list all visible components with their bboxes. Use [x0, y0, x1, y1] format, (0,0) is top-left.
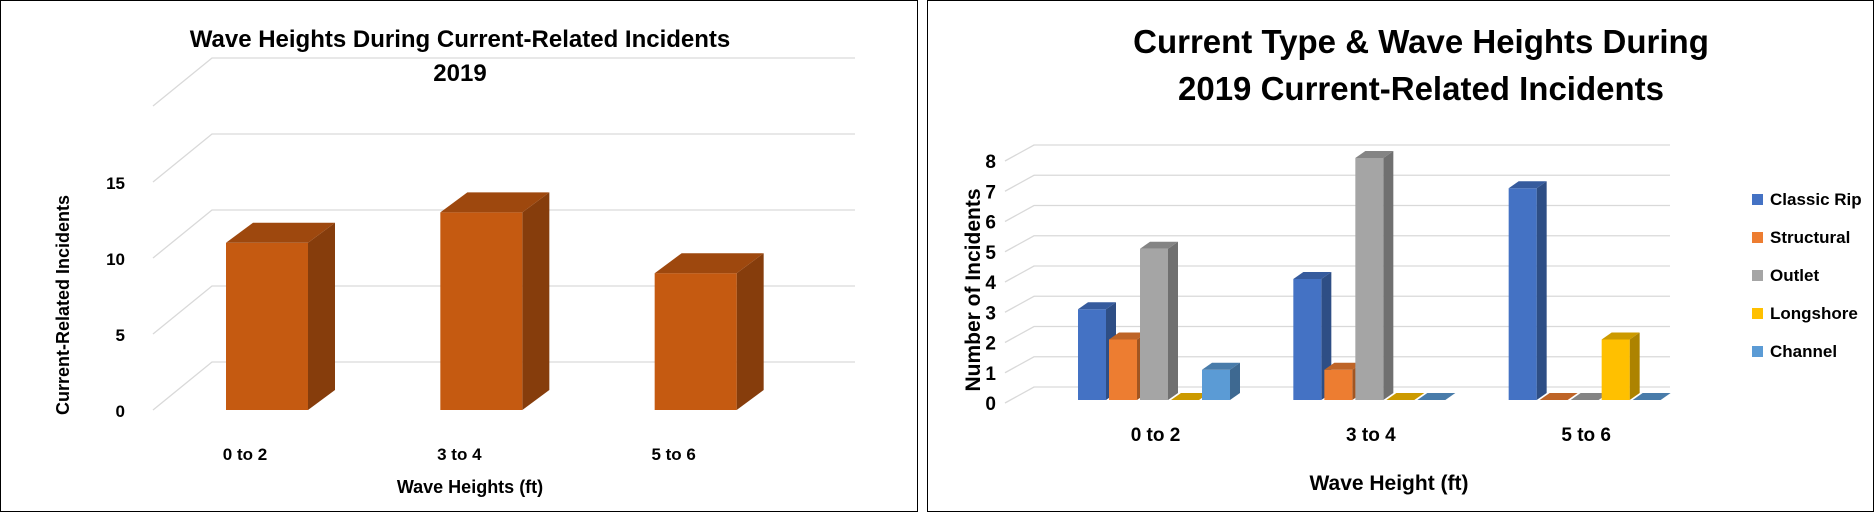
legend-swatch	[1752, 270, 1763, 281]
y-tick-label: 8	[985, 152, 996, 173]
gridline	[1004, 204, 1670, 223]
y-tick-label: 6	[985, 213, 996, 234]
legend-label: Outlet	[1770, 266, 1819, 285]
gridline	[152, 361, 855, 411]
bar	[1601, 332, 1640, 400]
gridline	[1004, 265, 1670, 283]
y-tick-label: 1	[985, 364, 996, 385]
gridline	[1004, 174, 1670, 192]
y-tick-label: 5	[985, 243, 996, 264]
bar	[654, 253, 764, 410]
bar	[1171, 393, 1209, 400]
x-tick-label: 0 to 2	[1131, 425, 1181, 446]
gridline	[152, 285, 855, 335]
gridline	[1004, 295, 1670, 313]
chart-title: Wave Heights During Current-Related Inci…	[190, 26, 731, 87]
x-tick-label: 3 to 4	[437, 445, 482, 464]
chart-current-type: Current Type & Wave Heights During 2019 C…	[962, 23, 1862, 495]
gridline	[152, 133, 855, 183]
legend-swatch	[1752, 346, 1763, 357]
chart-title-line: 2019	[433, 60, 486, 87]
gridline	[1004, 144, 1670, 162]
legend-item: Outlet	[1752, 266, 1819, 285]
chart-title-line: Wave Heights During Current-Related Inci…	[190, 26, 731, 53]
gridline	[1004, 325, 1670, 344]
y-tick-label: 15	[106, 174, 125, 193]
legend-swatch	[1752, 232, 1763, 243]
bar	[1570, 393, 1609, 400]
bar	[1632, 393, 1671, 400]
y-tick-label: 3	[985, 303, 996, 324]
bar	[1386, 393, 1425, 400]
bar	[1508, 181, 1547, 400]
x-tick-label: 5 to 6	[651, 445, 695, 464]
gridline	[1004, 386, 1670, 404]
bar	[1417, 393, 1456, 400]
x-axis-title: Wave Heights (ft)	[397, 477, 543, 497]
chart-panel-current-type: Current Type & Wave Heights During 2019 C…	[927, 0, 1874, 512]
legend-swatch	[1752, 194, 1763, 205]
chart-wave-heights: Wave Heights During Current-Related Inci…	[53, 26, 855, 497]
legend-label: Longshore	[1770, 304, 1858, 323]
chart-title-line: Current Type & Wave Heights During	[1133, 23, 1709, 60]
y-tick-label: 10	[106, 250, 125, 269]
legend-label: Structural	[1770, 228, 1850, 247]
x-axis-title: Wave Height (ft)	[1309, 472, 1468, 495]
legend: Classic Rip Structural Outlet Longshore Chan…	[1752, 190, 1862, 361]
legend-item: Structural	[1752, 228, 1850, 247]
y-axis-title: Current-Related Incidents	[53, 195, 73, 415]
x-tick-label: 0 to 2	[223, 445, 267, 464]
y-axis-title: Number of Incidents	[962, 188, 985, 391]
bar	[1355, 151, 1394, 400]
legend-item: Longshore	[1752, 304, 1858, 323]
y-tick-label: 4	[985, 273, 996, 294]
bar	[1202, 362, 1240, 400]
legend-label: Channel	[1770, 342, 1837, 361]
x-tick-label: 5 to 6	[1561, 425, 1611, 446]
legend-swatch	[1752, 308, 1763, 319]
gridline	[152, 57, 855, 107]
chart-panel-wave-heights: Wave Heights During Current-Related Inci…	[0, 0, 918, 512]
y-tick-label: 0	[116, 402, 125, 421]
y-tick-label: 0	[985, 394, 996, 415]
legend-item: Classic Rip	[1752, 190, 1862, 209]
y-tick-label: 7	[985, 182, 996, 203]
gridline	[1004, 356, 1670, 374]
y-tick-label: 5	[116, 326, 125, 345]
bar	[440, 192, 550, 410]
legend-label: Classic Rip	[1770, 190, 1862, 209]
gridline	[152, 209, 855, 259]
gridline	[1004, 235, 1670, 253]
bar	[1539, 393, 1578, 400]
legend-item: Channel	[1752, 342, 1837, 361]
bar	[226, 222, 335, 410]
y-tick-label: 2	[985, 334, 996, 355]
chart-title: Current Type & Wave Heights During 2019 C…	[1133, 23, 1709, 107]
bar	[1140, 241, 1178, 400]
bar	[1109, 332, 1147, 400]
x-tick-label: 3 to 4	[1346, 425, 1396, 446]
chart-title-line: 2019 Current-Related Incidents	[1178, 70, 1664, 107]
